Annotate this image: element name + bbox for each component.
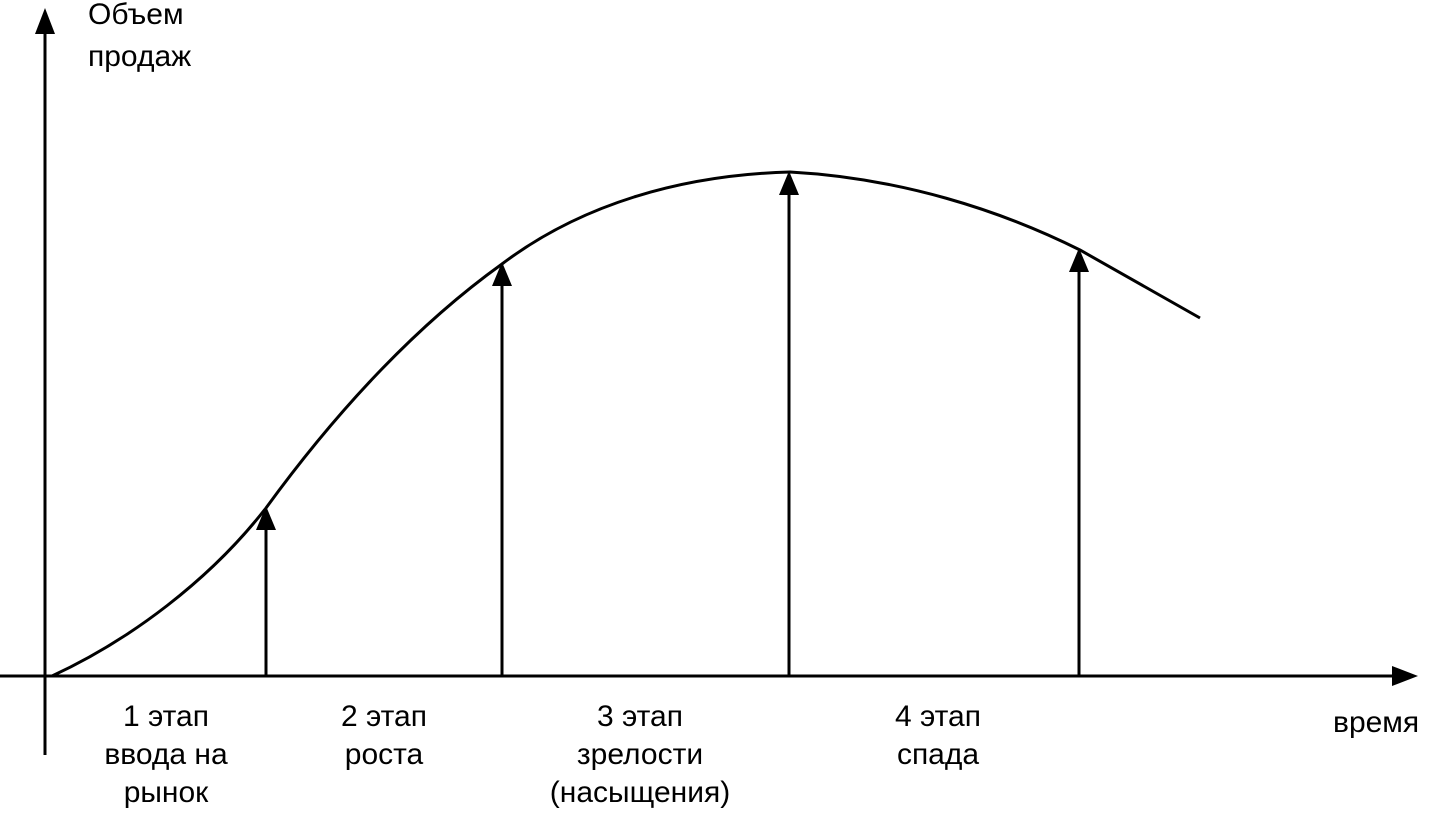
stage-1-line-1: 1 этап [123,700,209,733]
stage-boundary-arrow-3 [779,171,799,676]
x-axis-label: время [1333,706,1419,739]
sales-curve [51,170,1201,678]
stage-label-4: 4 этап спада [895,700,981,771]
stage-1-line-3: рынок [124,776,209,809]
stage-label-3: 3 этап зрелости (насыщения) [550,700,730,809]
stage-4-line-1: 4 этап [895,700,981,733]
stage-boundary-arrow-2 [492,262,512,676]
stage-boundary-arrow-1 [256,506,276,676]
stage-label-1: 1 этап ввода на рынок [104,700,228,809]
y-axis-label-line-1: Объем [88,0,184,31]
y-axis-arrow [35,8,55,34]
stage-3-line-1: 3 этап [597,700,683,733]
x-axis-arrow [1392,666,1418,686]
y-axis-label-line-2: продаж [88,40,191,73]
stage-3-line-3: (насыщения) [550,776,730,809]
stage-4-line-2: спада [897,738,979,771]
stage-2-line-2: роста [345,738,424,771]
stage-label-2: 2 этап роста [341,700,427,771]
stage-1-line-2: ввода на [104,738,228,771]
stage-2-line-1: 2 этап [341,700,427,733]
stage-3-line-2: зрелости [577,738,703,771]
stage-boundary-arrow-4 [1069,248,1089,676]
